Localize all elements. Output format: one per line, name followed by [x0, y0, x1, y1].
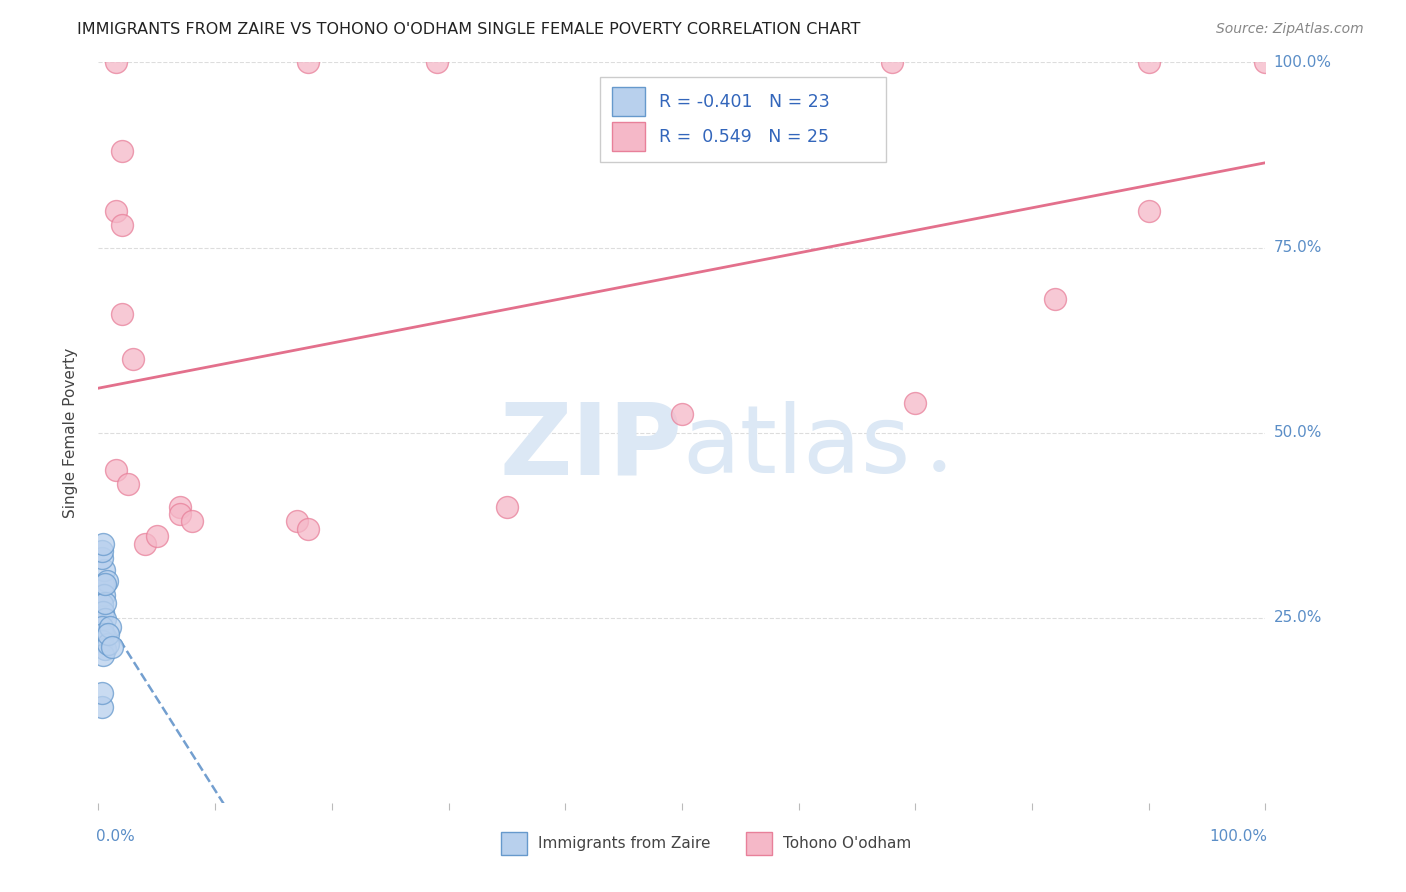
FancyBboxPatch shape [747, 832, 772, 855]
Point [496, 500, 519, 514]
Point [90, 699, 112, 714]
FancyBboxPatch shape [600, 78, 886, 162]
Point [97, 637, 120, 651]
Point [180, 515, 202, 529]
Point [880, 55, 903, 70]
Text: R = -0.401   N = 23: R = -0.401 N = 23 [658, 93, 830, 111]
Point [111, 145, 134, 159]
Point [91, 577, 114, 591]
Text: Tohono O'odham: Tohono O'odham [783, 836, 911, 851]
Point [96, 574, 118, 588]
Point [94, 612, 117, 626]
Point [146, 529, 169, 543]
Text: 75.0%: 75.0% [1274, 240, 1322, 255]
Text: 100.0%: 100.0% [1209, 829, 1268, 844]
FancyBboxPatch shape [501, 832, 527, 855]
Point [297, 522, 319, 536]
Point [1137, 55, 1160, 70]
Point [1137, 203, 1160, 218]
Text: 100.0%: 100.0% [1274, 55, 1331, 70]
Point [94, 596, 117, 610]
Text: IMMIGRANTS FROM ZAIRE VS TOHONO O'ODHAM SINGLE FEMALE POVERTY CORRELATION CHART: IMMIGRANTS FROM ZAIRE VS TOHONO O'ODHAM … [77, 22, 860, 37]
Point [1045, 293, 1067, 307]
Text: R =  0.549   N = 25: R = 0.549 N = 25 [658, 128, 828, 146]
Text: •: • [927, 449, 950, 491]
Point [91, 536, 114, 550]
Y-axis label: Single Female Poverty: Single Female Poverty [63, 348, 77, 517]
Point [169, 507, 191, 521]
Point [169, 500, 191, 514]
Point [90, 619, 112, 633]
Point [90, 551, 112, 566]
Point [104, 462, 127, 476]
Text: atlas: atlas [682, 401, 910, 493]
FancyBboxPatch shape [612, 87, 644, 117]
Point [90, 544, 112, 558]
Point [285, 515, 308, 529]
Point [94, 577, 117, 591]
Point [904, 396, 927, 410]
FancyBboxPatch shape [612, 121, 644, 152]
Point [134, 536, 156, 550]
Text: 0.0%: 0.0% [96, 829, 135, 844]
Point [91, 627, 114, 641]
Point [90, 598, 112, 612]
Point [90, 634, 112, 648]
Point [111, 307, 134, 321]
Point [93, 589, 115, 603]
Point [111, 219, 134, 233]
Point [97, 627, 120, 641]
Text: 25.0%: 25.0% [1274, 610, 1322, 625]
Text: 50.0%: 50.0% [1274, 425, 1322, 440]
Point [117, 477, 139, 491]
Point [426, 55, 449, 70]
Point [91, 648, 114, 662]
Text: ZIP: ZIP [499, 399, 682, 496]
Point [297, 55, 319, 70]
Point [122, 351, 145, 366]
Point [94, 641, 117, 656]
Point [1254, 55, 1277, 70]
Point [93, 563, 115, 577]
Point [90, 686, 112, 700]
Point [98, 619, 121, 633]
Text: Source: ZipAtlas.com: Source: ZipAtlas.com [1216, 22, 1364, 37]
Point [671, 407, 693, 421]
Point [101, 640, 124, 655]
Text: Immigrants from Zaire: Immigrants from Zaire [538, 836, 711, 851]
Point [91, 605, 114, 619]
Point [104, 203, 127, 218]
Point [104, 55, 127, 70]
